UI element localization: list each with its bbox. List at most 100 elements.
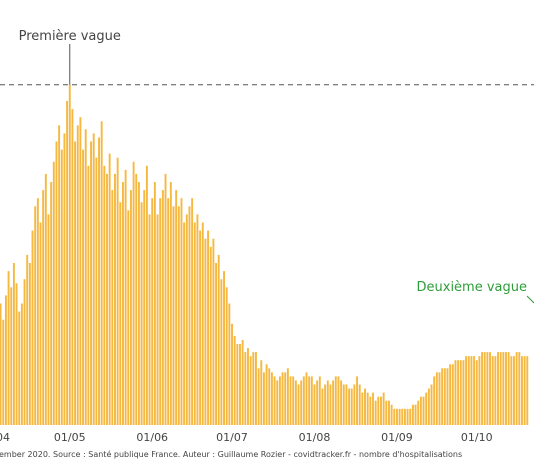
bar-07/07: [247, 348, 249, 425]
bar-05/04: [0, 303, 2, 425]
bar-29/09: [470, 356, 473, 425]
bar-04/06: [159, 198, 162, 425]
bar-01/08: [313, 384, 316, 425]
bar-19/07: [278, 376, 281, 425]
bar-07/08: [329, 384, 332, 425]
bar-16/04: [28, 263, 31, 425]
bar-19/09: [443, 368, 446, 425]
bar-26/09: [462, 360, 465, 425]
bar-05/08: [324, 384, 327, 425]
bar-05/09: [406, 408, 409, 425]
bar-05/05: [79, 117, 82, 425]
bar-27/07: [300, 380, 303, 425]
bar-01/09: [395, 408, 398, 425]
bar-24/05: [129, 190, 132, 425]
bar-10/10: [499, 352, 502, 425]
bar-17/09: [438, 372, 441, 425]
bar-14/10: [510, 356, 513, 425]
bar-23/08: [372, 392, 374, 425]
bar-22/09: [451, 364, 454, 425]
bars-group: [0, 84, 529, 426]
bar-10/07: [255, 352, 257, 425]
bar-13/08: [345, 384, 348, 425]
bar-31/08: [393, 408, 396, 425]
bar-29/08: [388, 400, 390, 425]
bar-01/10: [475, 360, 478, 425]
bar-30/04: [66, 101, 69, 425]
bar-15/10: [513, 356, 515, 425]
bar-18/09: [441, 368, 444, 425]
bar-03/07: [236, 344, 239, 425]
bar-22/07: [286, 368, 289, 425]
bar-10/06: [175, 190, 178, 425]
bar-14/08: [348, 388, 351, 425]
bar-05/06: [161, 190, 164, 425]
bar-29/07: [305, 372, 308, 425]
bar-06/09: [409, 408, 412, 425]
bar-25/07: [294, 380, 297, 425]
bar-08/05: [87, 165, 90, 426]
x-tick-label: 01/08: [299, 431, 331, 444]
bar-28/09: [467, 356, 470, 425]
bar-06/10: [489, 352, 491, 425]
bar-10/05: [92, 133, 95, 425]
x-axis-ticks: 04 01/05 01/06 01/07 01/08 01/09 01/10: [0, 431, 493, 444]
bar-18/05: [114, 173, 116, 425]
bar-28/05: [140, 202, 143, 425]
bar-24/06: [212, 238, 215, 425]
bar-10/08: [337, 376, 340, 425]
bar-19/06: [199, 230, 202, 425]
bar-19/05: [116, 157, 119, 425]
bar-17/06: [193, 222, 196, 425]
bar-17/10: [518, 352, 521, 425]
bar-23/06: [209, 246, 212, 425]
bar-03/09: [401, 408, 404, 425]
bar-08/10: [494, 356, 497, 425]
bar-06/07: [244, 352, 247, 425]
bar-28/07: [302, 376, 305, 425]
bar-08/08: [332, 380, 335, 425]
bar-13/05: [100, 121, 103, 425]
bar-15/04: [26, 254, 29, 425]
bar-09/05: [90, 141, 92, 425]
bar-14/04: [23, 279, 26, 425]
bar-14/06: [185, 214, 188, 425]
bar-15/09: [433, 376, 436, 425]
second-wave-leader-line: [526, 295, 534, 304]
bar-19/04: [36, 198, 39, 425]
bar-19/08: [361, 392, 364, 425]
bar-27/09: [465, 356, 468, 425]
bar-31/05: [148, 214, 151, 425]
bar-24/09: [457, 360, 460, 425]
bar-08/06: [169, 182, 172, 425]
bar-25/04: [52, 161, 55, 425]
bar-01/07: [231, 323, 233, 425]
bar-17/05: [111, 190, 114, 425]
bar-26/06: [217, 254, 220, 425]
bar-13/10: [507, 352, 510, 425]
bar-21/09: [449, 364, 452, 425]
bar-10/09: [419, 396, 422, 425]
x-tick-label: 04: [0, 431, 10, 444]
bar-09/10: [497, 352, 499, 425]
bar-09/04: [10, 287, 13, 425]
bar-23/07: [289, 376, 292, 425]
bar-12/05: [98, 137, 100, 425]
bar-12/04: [18, 311, 21, 425]
bar-07/10: [491, 356, 494, 425]
bar-28/04: [60, 149, 63, 425]
bar-07/05: [84, 129, 87, 425]
bar-22/04: [44, 173, 47, 425]
bar-07/04: [4, 295, 7, 425]
bar-23/05: [127, 210, 130, 425]
bar-04/08: [321, 388, 324, 425]
bar-27/04: [58, 125, 61, 426]
bar-11/06: [177, 206, 180, 425]
bar-20/08: [364, 388, 366, 425]
bar-02/09: [398, 408, 401, 425]
bar-16/05: [108, 153, 111, 425]
bar-24/07: [292, 376, 295, 425]
bar-27/06: [220, 279, 223, 425]
bar-05/10: [486, 352, 489, 425]
